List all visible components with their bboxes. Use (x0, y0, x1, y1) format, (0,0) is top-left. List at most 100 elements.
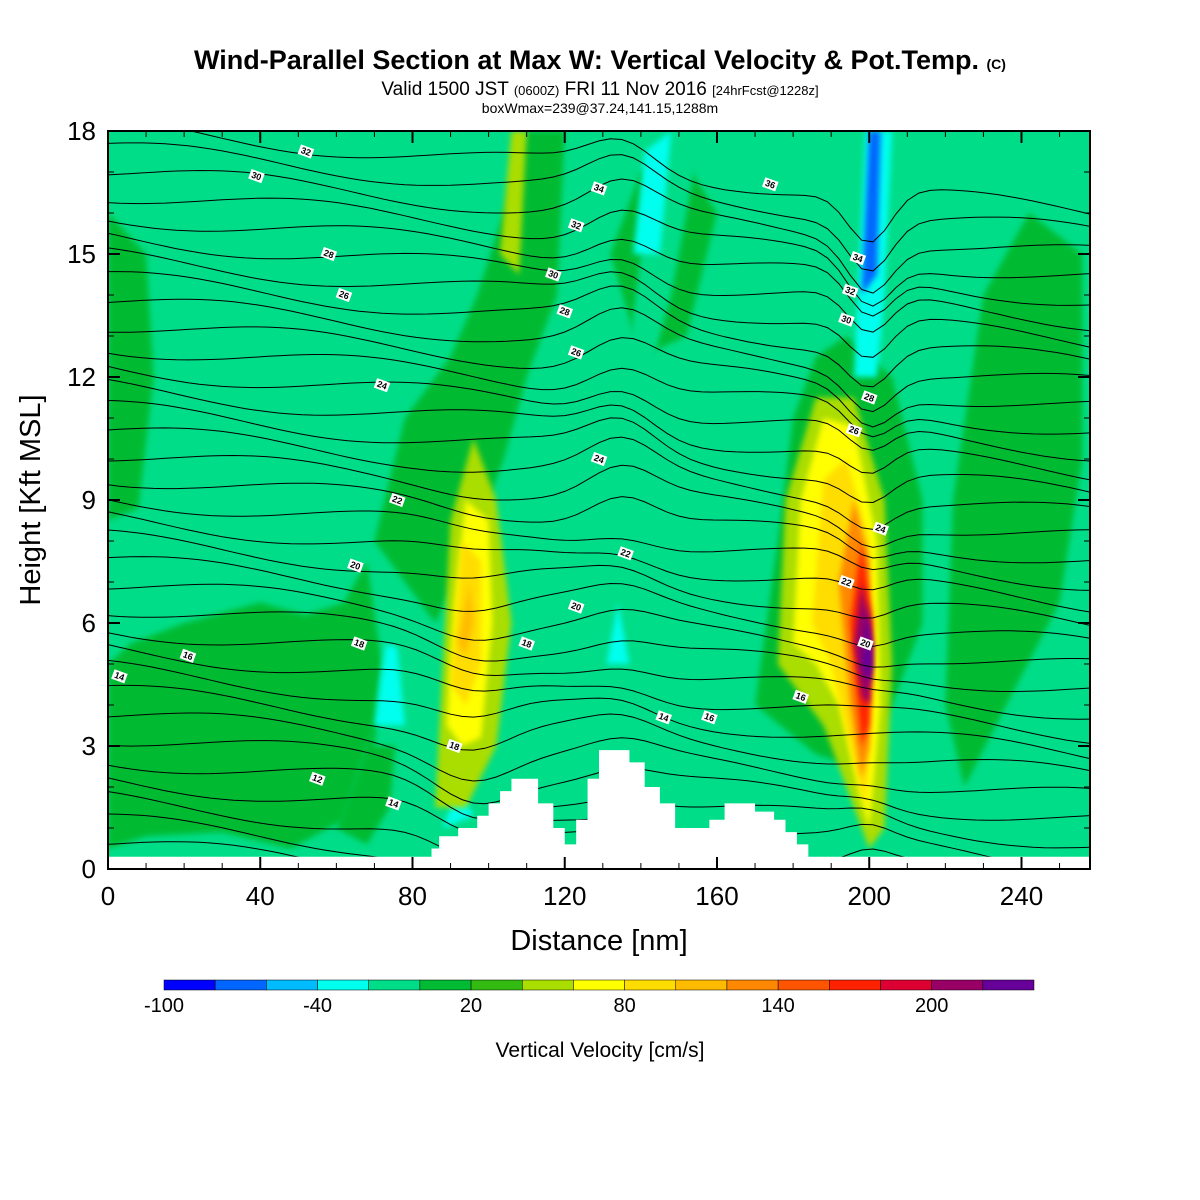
contour-label-text: 20 (859, 637, 872, 650)
x-tick-label: 160 (695, 881, 738, 911)
colorbar-swatch (931, 979, 984, 991)
colorbar-tick-label: 20 (460, 995, 482, 1017)
contour-label-box (655, 710, 672, 725)
y-tick-label: 6 (82, 608, 96, 638)
theta-contour-label: 16 (179, 648, 197, 663)
velocity-contour-fill (481, 541, 558, 828)
theta-contour-line (108, 454, 1090, 548)
y-tick-label: 9 (82, 485, 96, 515)
x-tick-label: 80 (398, 881, 427, 911)
theta-contour-line (108, 326, 1090, 428)
contour-label-box (350, 636, 368, 651)
contour-label-text: 20 (349, 559, 362, 572)
colorbar-swatch (266, 979, 318, 991)
contour-label-text: 16 (794, 690, 807, 703)
contour-label-text: 28 (558, 305, 571, 318)
theta-contour-label: 12 (309, 771, 326, 786)
colorbar-swatch (982, 979, 1035, 991)
theta-contour-label: 32 (297, 144, 315, 159)
theta-contour-label: 26 (335, 287, 353, 303)
colorbar-swatch (214, 979, 267, 991)
contour-label-box (761, 177, 779, 192)
contour-label-text: 14 (387, 797, 400, 810)
contour-label-box (872, 521, 889, 536)
x-tick-label: 200 (848, 881, 891, 911)
x-tick-label: 0 (101, 881, 115, 911)
contour-label-box (446, 738, 463, 754)
colorbar-swatch (777, 979, 830, 991)
theta-contour-label: 26 (567, 345, 585, 360)
theta-contour-label: 16 (701, 710, 718, 725)
y-tick-label: 0 (82, 854, 96, 884)
contour-label-box (590, 451, 608, 467)
contour-label-box (845, 423, 863, 438)
x-axis-title: Distance [nm] (510, 925, 687, 957)
colorbar-swatch (419, 979, 472, 991)
contour-label-text: 28 (322, 248, 335, 261)
velocity-contour-fill (500, 131, 527, 275)
contour-label-text: 32 (300, 145, 313, 158)
contour-label-box (792, 689, 810, 704)
theta-contour-line (108, 529, 1090, 626)
theta-contour-label: 36 (761, 177, 779, 192)
theta-contour-label: 18 (518, 636, 535, 651)
colorbar-tick-label: -100 (144, 995, 184, 1017)
theta-contour-line (108, 197, 1090, 307)
contour-label-text: 30 (250, 170, 263, 183)
theta-contour-label: 16 (792, 689, 810, 704)
theta-contour-label: 20 (567, 599, 585, 614)
colorbar-swatch (573, 979, 625, 991)
velocity-contour-fill (108, 213, 154, 521)
contour-label-box (248, 169, 265, 184)
y-tick-label: 15 (67, 239, 96, 269)
contour-label-box (385, 796, 402, 811)
velocity-contour-fill (374, 643, 405, 726)
theta-contour-label: 28 (860, 390, 878, 405)
theta-contour-label: 18 (350, 636, 368, 651)
colorbar-tick-label: 200 (915, 995, 948, 1017)
contour-labels: 32 30 34 36 32 28 34 30 32 26 28 30 26 24 28 26 24 22 24 22… (111, 144, 889, 811)
theta-contour-line (108, 659, 1090, 760)
x-tick-label: 120 (543, 881, 586, 911)
theta-contour-line (108, 352, 1090, 438)
box-info: boxWmax=239@37.24,141.15,1288m (481, 100, 719, 116)
contour-label-text: 14 (657, 711, 670, 724)
contour-label-box (567, 218, 585, 233)
theta-contour-line (108, 399, 1090, 504)
theta-contour-label: 28 (556, 304, 574, 319)
contour-label-text: 14 (113, 670, 126, 683)
colorbar-swatch (470, 979, 523, 991)
contour-label-box (373, 378, 391, 393)
contour-label-box (860, 390, 878, 405)
contour-label-box (309, 771, 326, 786)
contour-label-text: 24 (593, 453, 606, 466)
y-tick-label: 18 (67, 116, 96, 146)
velocity-contour-fill (606, 602, 630, 664)
contour-label-box (567, 345, 585, 360)
theta-contour-label: 22 (617, 546, 634, 561)
x-tick-label: 40 (246, 881, 275, 911)
theta-contour-label: 14 (655, 710, 672, 725)
contour-label-text: 18 (520, 637, 533, 650)
theta-contour-label: 24 (872, 521, 889, 536)
velocity-contour-fill (625, 131, 702, 377)
theta-contour-line (108, 712, 1090, 794)
theta-contour-line (108, 379, 1090, 481)
theta-contour-line (108, 499, 1090, 591)
x-tick-label: 240 (1000, 881, 1043, 911)
contour-label-text: 22 (840, 576, 853, 589)
contour-label-text: 18 (353, 637, 366, 650)
contour-label-text: 32 (570, 219, 583, 232)
contour-label-box (388, 492, 406, 508)
valid-line: Valid 1500 JST (0600Z) FRI 11 Nov 2016 [… (381, 79, 819, 100)
contour-label-text: 16 (182, 649, 195, 662)
velocity-contour-fill (861, 131, 881, 295)
contour-label-text: 34 (851, 252, 864, 265)
theta-contour-line (108, 556, 1090, 647)
theta-contour-line (108, 220, 1090, 317)
colorbar-swatch (521, 979, 574, 991)
theta-contour-line (108, 644, 1090, 744)
contour-label-text: 12 (311, 772, 324, 785)
chart-title: Wind-Parallel Section at Max W: Vertical… (194, 45, 1006, 75)
